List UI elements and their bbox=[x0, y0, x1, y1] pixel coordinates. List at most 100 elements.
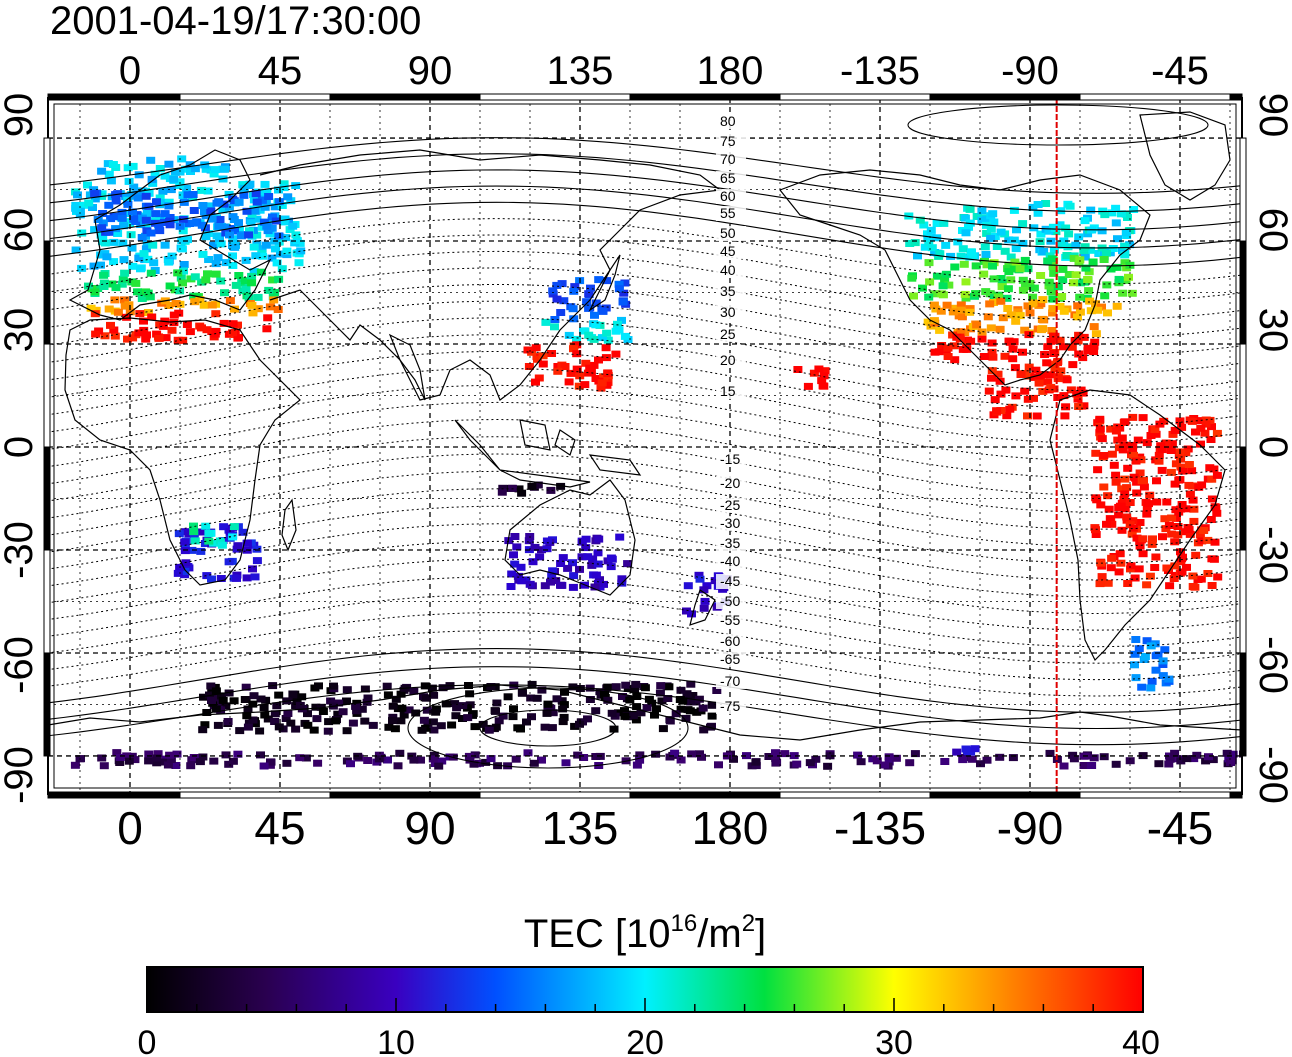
tec-cell bbox=[996, 228, 1006, 236]
tec-cell bbox=[220, 289, 229, 297]
tec-cell bbox=[158, 322, 168, 330]
tec-cell bbox=[79, 201, 89, 209]
tec-cell bbox=[147, 175, 157, 183]
tec-cell bbox=[342, 697, 351, 705]
tec-cell bbox=[771, 749, 780, 757]
tec-cell bbox=[221, 702, 231, 710]
tec-cell bbox=[1125, 499, 1135, 506]
tec-cell bbox=[77, 264, 87, 272]
tec-cell bbox=[217, 692, 226, 700]
tec-cell bbox=[1002, 412, 1012, 420]
tec-cell bbox=[204, 537, 214, 545]
contour-label-bg bbox=[716, 554, 746, 569]
tec-cell bbox=[98, 232, 108, 240]
tec-cell bbox=[198, 202, 208, 209]
axis-bar-top bbox=[179, 93, 331, 101]
colorbar-tick-label: 40 bbox=[1122, 1024, 1160, 1057]
tec-cell bbox=[509, 705, 518, 713]
tec-cell bbox=[650, 711, 659, 719]
tec-cell bbox=[1128, 447, 1138, 455]
right-lat-label: 0 bbox=[1251, 436, 1292, 458]
tec-cell bbox=[1160, 646, 1170, 654]
tec-cell bbox=[700, 597, 710, 605]
tec-cell bbox=[992, 243, 1002, 250]
tec-cell bbox=[1138, 550, 1148, 558]
tec-cell bbox=[1061, 224, 1071, 232]
tec-cell bbox=[579, 754, 589, 761]
tec-cell bbox=[211, 260, 221, 268]
tec-cell bbox=[133, 288, 142, 296]
tec-cell bbox=[1207, 555, 1217, 563]
tec-cell bbox=[965, 305, 975, 313]
tec-cell bbox=[961, 745, 971, 753]
tec-cell bbox=[118, 275, 128, 283]
tec-cell bbox=[383, 691, 393, 699]
coastline-antarctica bbox=[48, 684, 1242, 741]
tec-cell bbox=[282, 759, 292, 767]
tec-cell bbox=[699, 586, 709, 594]
tec-cell bbox=[409, 687, 419, 695]
tec-cell bbox=[1129, 206, 1139, 213]
tec-cell bbox=[272, 259, 282, 267]
tec-cell bbox=[664, 683, 674, 691]
contour-label-bg bbox=[716, 284, 746, 299]
tec-cell bbox=[274, 275, 284, 283]
tec-cell bbox=[905, 240, 915, 247]
tec-cell bbox=[468, 711, 477, 719]
tec-cell bbox=[573, 751, 583, 759]
tec-cell bbox=[1030, 373, 1040, 381]
tec-cell bbox=[183, 563, 193, 570]
tec-cell bbox=[1010, 364, 1020, 372]
tec-cell bbox=[1103, 309, 1112, 317]
tec-cell bbox=[137, 234, 147, 241]
tec-cell bbox=[1020, 283, 1030, 291]
tec-cell bbox=[1135, 519, 1145, 526]
tec-cell bbox=[697, 753, 706, 761]
tec-cell bbox=[1161, 439, 1171, 447]
tec-cell bbox=[314, 682, 323, 690]
tec-cell bbox=[563, 564, 573, 572]
tec-cell bbox=[303, 710, 312, 718]
tec-cell bbox=[820, 367, 830, 375]
tec-cell bbox=[149, 259, 159, 267]
tec-cell bbox=[498, 484, 508, 492]
tec-cell bbox=[1133, 436, 1143, 444]
colorbar-title-end: ] bbox=[755, 912, 766, 956]
tec-cell bbox=[615, 533, 625, 541]
tec-cell bbox=[512, 543, 522, 551]
tec-cell bbox=[1207, 582, 1217, 589]
tec-cell bbox=[938, 291, 948, 299]
tec-cell bbox=[699, 604, 709, 612]
tec-cell bbox=[1120, 251, 1130, 259]
tec-cell bbox=[112, 749, 122, 757]
tec-cell bbox=[1010, 258, 1020, 266]
coastline-europe bbox=[68, 149, 272, 321]
tec-cell bbox=[195, 758, 205, 766]
tec-cell bbox=[486, 683, 496, 690]
tec-cell bbox=[1170, 480, 1180, 488]
tec-cell bbox=[1166, 447, 1176, 454]
tec-cell bbox=[146, 156, 156, 164]
tec-cell bbox=[167, 326, 177, 334]
tec-cell bbox=[931, 305, 941, 313]
contour-label: 40 bbox=[720, 262, 736, 278]
tec-cell bbox=[537, 756, 546, 764]
tec-cell bbox=[1000, 247, 1010, 255]
tec-cell bbox=[535, 553, 545, 561]
tec-cell bbox=[517, 489, 527, 497]
tec-cell bbox=[199, 693, 208, 701]
tec-cell bbox=[1038, 296, 1048, 304]
tec-cell bbox=[111, 197, 121, 205]
tec-cell bbox=[106, 321, 115, 329]
tec-cell bbox=[1185, 490, 1195, 498]
tec-cell bbox=[1061, 403, 1071, 411]
tec-cell bbox=[702, 582, 712, 590]
tec-cell bbox=[568, 305, 578, 313]
tec-cell bbox=[1095, 580, 1105, 588]
tec-cell bbox=[497, 488, 507, 496]
tec-cell bbox=[541, 318, 551, 326]
tec-cell bbox=[670, 749, 680, 757]
tec-cell bbox=[952, 748, 962, 756]
tec-cell bbox=[1089, 342, 1099, 350]
tec-cell bbox=[311, 703, 321, 711]
